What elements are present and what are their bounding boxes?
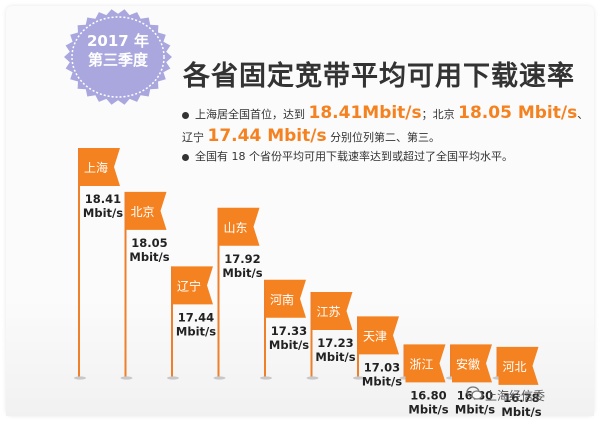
background-band xyxy=(6,300,594,416)
flag-1 xyxy=(80,148,120,186)
bullet-icon xyxy=(182,111,189,119)
flag-8 xyxy=(405,344,446,383)
badge-text: 2017 年 第三季度 xyxy=(62,32,174,70)
province-label: 江苏 xyxy=(316,305,340,319)
flag-3 xyxy=(173,266,213,305)
province-label: 安徽 xyxy=(456,356,480,371)
data-label-value: 17.03 xyxy=(364,360,400,374)
flag-7 xyxy=(359,316,399,355)
data-label-unit: Mbit/s xyxy=(501,405,541,419)
data-label-unit: Mbit/s xyxy=(408,402,448,416)
badge-quarter: 第三季度 xyxy=(87,51,148,69)
data-label-unit: Mbit/s xyxy=(129,250,169,264)
note-2-text-b: 分别位列第二、第三。 xyxy=(330,131,441,144)
flag-pole-base xyxy=(213,376,226,380)
flag-pole-base xyxy=(74,376,86,380)
flag-pole-base xyxy=(260,376,272,380)
province-label: 河北 xyxy=(502,360,526,374)
data-label-unit: Mbit/s xyxy=(362,374,402,388)
badge-year: 2017 年 xyxy=(87,32,149,50)
flag-9 xyxy=(452,344,492,383)
note-1-value-shanghai: 18.41Mbit/s xyxy=(308,103,422,123)
data-label-value: 16.80 xyxy=(410,388,446,402)
flag-10 xyxy=(498,346,539,385)
bullet-icon xyxy=(182,153,189,161)
data-label-value: 17.92 xyxy=(224,252,260,266)
province-label: 山东 xyxy=(223,221,247,235)
province-label: 辽宁 xyxy=(177,278,201,293)
note-2: 辽宁 17.44 Mbit/s 分别位列第二、第三。 xyxy=(182,126,440,148)
province-label: 河南 xyxy=(270,292,294,307)
flag-pole-base xyxy=(306,376,319,380)
flag-pole-base xyxy=(120,376,133,380)
data-label-value: 17.44 xyxy=(178,310,214,324)
data-label-unit: Mbit/s xyxy=(222,266,262,280)
page-title: 各省固定宽带平均可用下载速率 xyxy=(183,61,575,92)
data-label-value: 17.23 xyxy=(317,336,353,350)
note-1-text-b: ；北京 xyxy=(421,108,455,121)
flag-6 xyxy=(312,291,353,330)
data-label-unit: Mbit/s xyxy=(269,338,309,352)
note-3-text: 全国有 18 个省份平均可用下载速率达到或超过了全国平均水平。 xyxy=(195,150,513,163)
note-2-text-a: 辽宁 xyxy=(182,131,204,144)
note-1-text-a: 上海居全国首位，达到 xyxy=(195,108,305,121)
data-label-value: 16.78 xyxy=(503,391,539,405)
note-1: 上海居全国首位，达到 18.41Mbit/s；北京 18.05 Mbit/s、 xyxy=(182,103,588,125)
badge-seal-shape xyxy=(64,9,172,105)
data-label-unit: Mbit/s xyxy=(83,206,123,220)
wechat-icon xyxy=(466,386,483,400)
note-2-value-liaoning: 17.44 Mbit/s xyxy=(207,126,327,146)
note-3: 全国有 18 个省份平均可用下载速率达到或超过了全国平均水平。 xyxy=(182,147,513,167)
flag-pole-base xyxy=(167,376,179,380)
data-label-value: 17.33 xyxy=(271,324,307,338)
flag-4 xyxy=(219,207,260,246)
province-label: 上海 xyxy=(84,160,108,175)
quarter-badge xyxy=(64,9,172,105)
province-label: 天津 xyxy=(363,329,387,343)
note-1-text-c: 、 xyxy=(577,108,589,121)
province-label: 北京 xyxy=(130,205,154,219)
data-label-value: 18.41 xyxy=(85,192,121,206)
watermark-text: 上海经信委 xyxy=(485,389,546,403)
note-1-value-beijing: 18.05 Mbit/s xyxy=(458,103,578,123)
flag-5 xyxy=(266,279,306,318)
flag-pole-base xyxy=(353,376,365,380)
flag-2 xyxy=(126,191,167,230)
data-label-unit: Mbit/s xyxy=(315,350,355,364)
data-label-unit: Mbit/s xyxy=(455,402,495,416)
data-label-unit: Mbit/s xyxy=(176,324,216,338)
data-label-value: 18.05 xyxy=(131,236,167,250)
province-label: 浙江 xyxy=(409,357,433,371)
